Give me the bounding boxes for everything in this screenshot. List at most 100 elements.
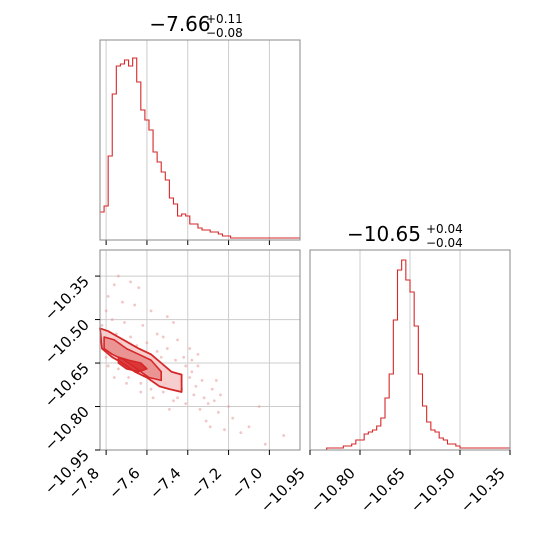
scatter-point: [196, 364, 200, 368]
scatter-point: [129, 280, 133, 284]
bottom-right-x-tick-label: −10.95: [257, 464, 309, 516]
scatter-point: [188, 376, 192, 379]
scatter-point: [161, 390, 165, 394]
scatter-point: [184, 364, 188, 368]
scatter-point: [192, 393, 196, 397]
scatter-point: [106, 294, 110, 298]
bottom-right-x-tick-label: −10.50: [407, 464, 459, 516]
bottom-left-y-tick-label: −10.35: [41, 272, 93, 324]
bottom-left-x-ticks: −7.8 −7.6 −7.4 −7.2 −7.0: [64, 450, 270, 503]
scatter-point: [227, 405, 230, 408]
bottom-right-histogram: [310, 259, 510, 451]
top-left-title: −7.66: [149, 12, 210, 36]
scatter-point: [137, 286, 141, 290]
scatter-point: [149, 309, 153, 313]
top-left-histogram: [100, 57, 300, 239]
scatter-point: [282, 434, 286, 437]
scatter-point: [133, 303, 137, 307]
scatter-point: [151, 396, 155, 400]
scatter-point: [212, 399, 216, 403]
scatter-point: [159, 355, 163, 359]
scatter-point: [139, 390, 143, 394]
top-left-panel: −7.66 +0.11 −0.08: [99, 12, 301, 245]
scatter-point: [182, 355, 186, 359]
bottom-left-x-tick-label: −7.0: [228, 464, 266, 502]
scatter-point: [116, 367, 120, 371]
scatter-point: [231, 416, 235, 420]
bottom-left-y-tick-label: −10.80: [41, 403, 93, 455]
scatter-point: [204, 419, 208, 423]
bottom-right-title: −10.65: [347, 222, 421, 246]
scatter-point: [100, 323, 104, 327]
scatter-point: [139, 381, 143, 385]
scatter-point: [188, 347, 192, 350]
scatter-point: [174, 358, 177, 362]
scatter-point: [200, 379, 204, 382]
scatter-point: [214, 379, 218, 382]
bottom-left-y-tick-label: −10.50: [41, 316, 93, 368]
bottom-right-x-tick-label: −10.65: [357, 464, 409, 516]
scatter-point: [172, 321, 175, 324]
scatter-point: [121, 300, 124, 304]
scatter-point: [176, 338, 179, 342]
scatter-point: [184, 402, 188, 406]
scatter-point: [161, 335, 165, 339]
scatter-point: [149, 387, 153, 391]
scatter-point: [208, 425, 212, 429]
scatter-point: [190, 370, 194, 374]
scatter-point: [112, 376, 116, 379]
scatter-point: [106, 364, 110, 368]
scatter-point: [219, 393, 222, 397]
scatter-point: [155, 350, 159, 353]
scatter-point: [210, 387, 214, 391]
bottom-right-x-tick-label: −10.80: [307, 464, 359, 516]
scatter-point: [202, 396, 206, 400]
bottom-left-y-tick-label: −10.65: [41, 359, 93, 411]
scatter-point: [190, 358, 194, 362]
scatter-point: [172, 399, 175, 403]
scatter-point: [110, 318, 114, 321]
scatter-point: [223, 428, 226, 432]
scatter-point: [141, 323, 145, 327]
bottom-right-title-sub: −0.04: [426, 236, 463, 250]
scatter-point: [216, 410, 220, 414]
scatter-point: [165, 347, 169, 350]
scatter-point: [196, 352, 200, 356]
scatter-point: [155, 332, 159, 336]
scatter-point: [129, 335, 133, 339]
top-left-title-sup: +0.11: [206, 12, 243, 26]
scatter-point: [116, 274, 120, 278]
scatter-point: [125, 381, 128, 385]
bottom-left-x-tick-label: −7.6: [105, 464, 143, 502]
top-left-gridlines: [105, 40, 270, 240]
bottom-left-y-ticks: −10.35−10.50−10.65−10.80−10.95: [41, 272, 100, 498]
top-left-ticks: [105, 240, 270, 245]
bottom-left-x-tick-label: −7.4: [146, 464, 184, 502]
bottom-left-contours: [99, 327, 183, 393]
scatter-point: [145, 341, 149, 345]
scatter-point: [104, 355, 108, 359]
contour-inner: [117, 356, 148, 373]
scatter-point: [112, 283, 116, 287]
scatter-point: [194, 384, 198, 388]
bottom-left-panel: −7.8 −7.6 −7.4 −7.2 −7.0 −10.35−10.50−10.65−…: [41, 249, 301, 503]
scatter-point: [247, 425, 251, 429]
bottom-right-x-tick-label: −10.35: [457, 464, 509, 516]
scatter-point: [123, 321, 126, 324]
scatter-point: [167, 408, 171, 411]
scatter-point: [206, 402, 210, 406]
bottom-left-gridlines: [100, 250, 300, 451]
scatter-point: [165, 315, 169, 319]
scatter-point: [104, 309, 108, 313]
bottom-right-title-sup: +0.04: [426, 222, 463, 236]
bottom-right-x-ticks: −10.95−10.80−10.65−10.50−10.35: [257, 450, 511, 516]
scatter-point: [176, 396, 179, 400]
bottom-left-frame: [99, 249, 301, 451]
top-left-frame: [99, 39, 301, 241]
scatter-point: [257, 405, 261, 408]
scatter-point: [263, 442, 267, 446]
scatter-point: [239, 431, 243, 435]
bottom-right-panel: −10.95−10.80−10.65−10.50−10.35 −10.65 +0…: [257, 222, 511, 516]
bottom-left-x-tick-label: −7.2: [187, 464, 225, 502]
